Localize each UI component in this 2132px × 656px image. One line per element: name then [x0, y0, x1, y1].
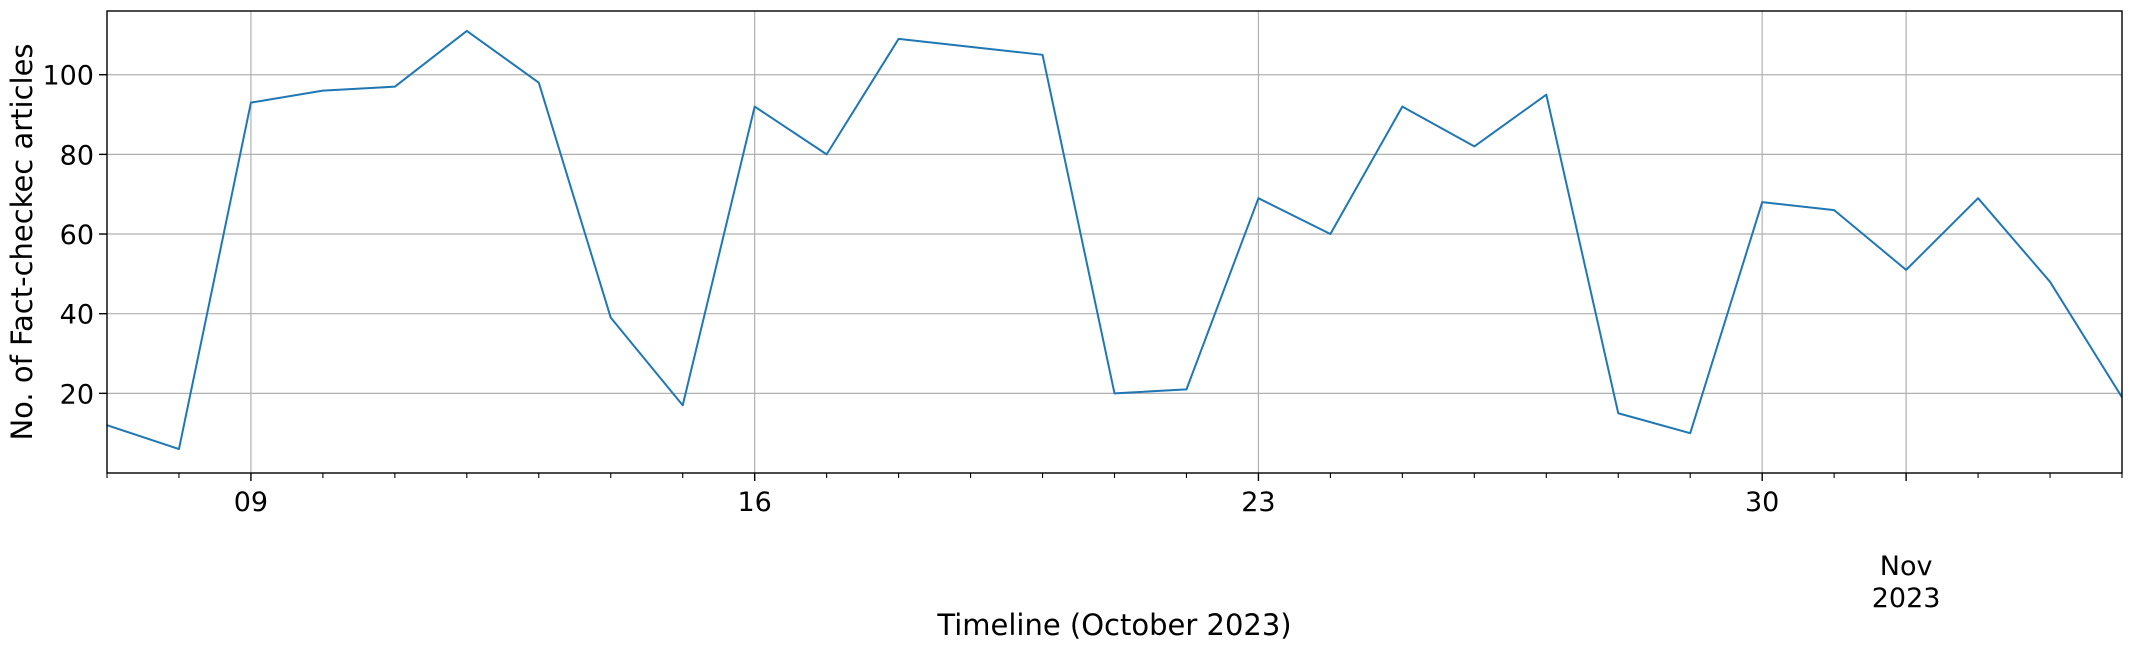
- series-line: [106, 29, 2123, 451]
- grid-lines: [107, 11, 2122, 473]
- x-tick-label: 30: [1745, 487, 1779, 518]
- x-tick-label: 23: [1241, 487, 1275, 518]
- plot-area-frame: [106, 10, 2123, 474]
- y-tick-label: 60: [60, 220, 94, 251]
- series-lines: [106, 29, 2123, 451]
- x-tick-label: 16: [737, 487, 771, 518]
- x-tick-sublabel: 2023: [1872, 583, 1941, 614]
- y-axis-label: No. of Fact-checkec articles: [5, 43, 39, 440]
- y-tick-label: 20: [60, 379, 94, 410]
- x-tick-label: Nov: [1880, 551, 1933, 582]
- y-tick-label: 80: [60, 140, 94, 171]
- x-tick-label: 09: [234, 487, 268, 518]
- y-tick-label: 100: [42, 61, 94, 92]
- x-axis-label: Timeline (October 2023): [936, 608, 1291, 642]
- y-tick-label: 40: [60, 300, 94, 331]
